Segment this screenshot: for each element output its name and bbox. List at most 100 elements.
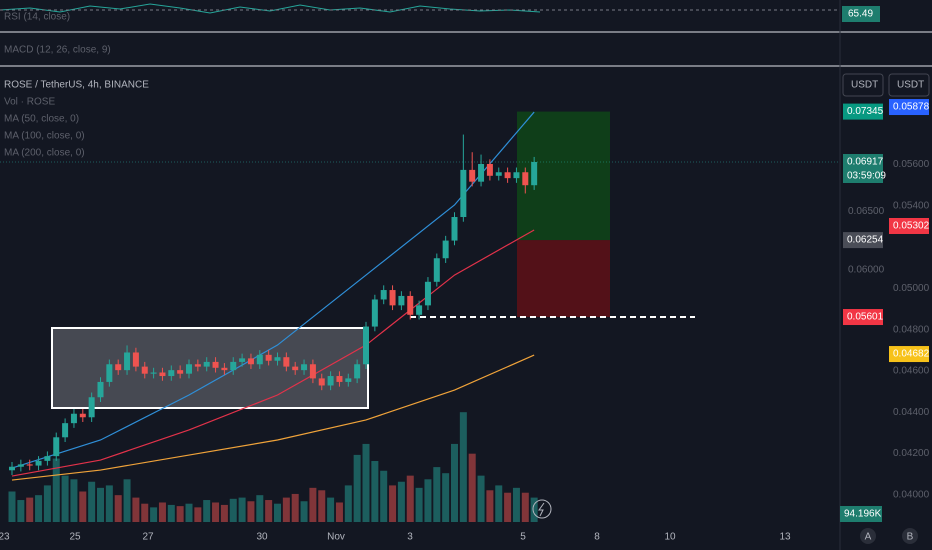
candle-body [478, 164, 485, 182]
price-tag-value: 0.05878 [893, 102, 930, 113]
price-tick-label: 0.05400 [893, 200, 930, 211]
moving-average [11, 229, 535, 477]
volume-bar [424, 479, 432, 522]
volume-bar [176, 506, 184, 522]
volume-bar [495, 485, 503, 522]
candle-body [186, 364, 192, 374]
candle-body [380, 290, 387, 300]
volume-tag-value: 94.196K [844, 509, 882, 520]
candle-body [283, 357, 290, 367]
volume-bar [451, 443, 458, 522]
candle-body [62, 423, 69, 438]
candle-body [371, 299, 378, 327]
price-tag [889, 346, 929, 363]
candle-body [17, 464, 24, 467]
lightning-button[interactable] [532, 499, 552, 519]
price-tag [843, 154, 883, 171]
volume-bar [8, 491, 16, 522]
corner-button-label[interactable]: A [865, 532, 872, 543]
lightning-icon[interactable] [538, 502, 545, 517]
moving-average [11, 111, 535, 469]
candle-body [115, 364, 122, 371]
price-tag-value: 0.04682 [893, 349, 930, 360]
volume-bar [282, 497, 290, 522]
scale-button-label[interactable]: USDT [851, 80, 878, 91]
volume-bar [203, 500, 211, 522]
volume-bar [43, 485, 51, 522]
candle-body [88, 397, 95, 418]
volume-bar [88, 481, 96, 522]
volume-bar [26, 497, 34, 522]
loss-zone [517, 240, 610, 318]
volume-bar [35, 495, 43, 522]
volume-bar [335, 502, 343, 522]
moving-average [11, 354, 535, 481]
countdown: 03:59:09 [847, 171, 886, 182]
scale-button[interactable] [842, 73, 884, 97]
volume-tag [840, 506, 882, 522]
volume-bar [167, 504, 175, 522]
candle-body [504, 172, 511, 179]
volume-bar [433, 467, 441, 522]
candle-body [53, 437, 60, 457]
countdown-tag [843, 169, 883, 184]
candle-body [416, 305, 423, 315]
candle-body [469, 169, 476, 182]
volume-bar [353, 454, 361, 522]
ma-label: MA (100, close, 0) [4, 131, 85, 142]
volume-bar [141, 503, 149, 522]
volume-bar [247, 501, 255, 522]
ma-label: MA (200, close, 0) [4, 148, 85, 159]
volume-bar [105, 485, 113, 522]
candle-body [451, 217, 458, 241]
candle-body [336, 376, 343, 382]
candle-body [221, 367, 228, 371]
volume-bar [114, 495, 122, 522]
candle-body [292, 366, 299, 371]
volume-bar [415, 487, 423, 522]
candle-body [398, 295, 405, 306]
volume-bar [70, 479, 78, 522]
price-tick-label: 0.04400 [893, 407, 930, 418]
candle-body [354, 364, 361, 379]
volume-bar [318, 490, 326, 522]
volume-bar [17, 500, 25, 522]
volume-bar [52, 458, 60, 522]
date-label: 13 [779, 532, 791, 543]
price-tick-label: 0.05000 [893, 283, 930, 294]
corner-button[interactable] [902, 528, 918, 544]
candle-body [70, 413, 77, 424]
candle-body [212, 361, 219, 368]
price-tag [889, 217, 929, 234]
volume-bar [132, 497, 140, 522]
candle-body [407, 295, 414, 315]
volume-bar [123, 479, 131, 522]
price-tick-label: 0.04200 [893, 448, 930, 459]
scale-button-label[interactable]: USDT [897, 80, 924, 91]
candle-body [460, 169, 467, 218]
candle-body [495, 172, 502, 176]
volume-bar [158, 502, 166, 522]
rsi-line [0, 3, 541, 14]
macd-label: MACD (12, 26, close, 9) [4, 45, 111, 56]
price-tick-label: 0.04800 [893, 324, 930, 335]
volume-bar [300, 501, 308, 522]
price-tag-value: 0.06254 [847, 235, 884, 246]
candle-body [256, 354, 263, 365]
candle-body [239, 358, 246, 362]
candle-body [318, 378, 325, 386]
date-label: 25 [69, 532, 81, 543]
volume-bar [530, 497, 538, 522]
date-label: 8 [594, 532, 600, 543]
date-label: 5 [520, 532, 526, 543]
date-label: 10 [664, 532, 676, 543]
corner-button-label[interactable]: B [907, 532, 914, 543]
volume-bar [61, 475, 69, 522]
price-tick-label: 0.06000 [848, 265, 885, 276]
scale-button[interactable] [888, 73, 930, 97]
candle-body [522, 172, 529, 186]
candle-body [230, 361, 237, 371]
corner-button[interactable] [860, 528, 876, 544]
volume-bar [477, 475, 485, 522]
